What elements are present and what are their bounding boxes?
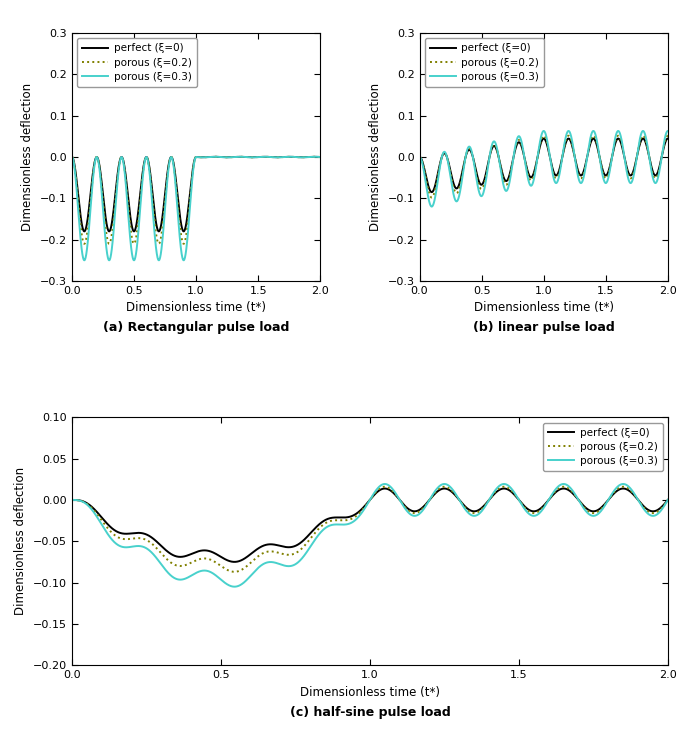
Text: (b) linear pulse load: (b) linear pulse load: [473, 321, 614, 334]
X-axis label: Dimensionless time (t*): Dimensionless time (t*): [474, 301, 614, 315]
Legend: perfect (ξ=0), porous (ξ=0.2), porous (ξ=0.3): perfect (ξ=0), porous (ξ=0.2), porous (ξ…: [77, 38, 197, 87]
Y-axis label: Dimensionless deflection: Dimensionless deflection: [369, 83, 382, 231]
Y-axis label: Dimensionless deflection: Dimensionless deflection: [14, 467, 27, 615]
X-axis label: Dimensionless time (t*): Dimensionless time (t*): [300, 686, 440, 698]
X-axis label: Dimensionless time (t*): Dimensionless time (t*): [126, 301, 266, 315]
Y-axis label: Dimensionless deflection: Dimensionless deflection: [21, 83, 34, 231]
Text: (a) Rectangular pulse load: (a) Rectangular pulse load: [103, 321, 289, 334]
Legend: perfect (ξ=0), porous (ξ=0.2), porous (ξ=0.3): perfect (ξ=0), porous (ξ=0.2), porous (ξ…: [543, 423, 662, 471]
Text: (c) half-sine pulse load: (c) half-sine pulse load: [290, 706, 450, 719]
Legend: perfect (ξ=0), porous (ξ=0.2), porous (ξ=0.3): perfect (ξ=0), porous (ξ=0.2), porous (ξ…: [425, 38, 545, 87]
